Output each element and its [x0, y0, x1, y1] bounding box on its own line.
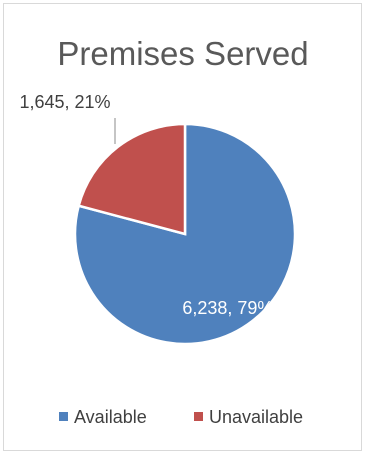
pie-slice-unavailable — [77, 122, 187, 236]
legend-swatch-available — [59, 412, 68, 421]
legend-swatch-unavailable — [194, 412, 203, 421]
legend-label-available: Available — [74, 407, 147, 427]
chart-title: Premises Served — [57, 35, 308, 72]
data-label-available: 6,238, 79% — [182, 298, 273, 318]
data-label-unavailable: 1,645, 21% — [19, 92, 110, 112]
legend: Available Unavailable — [59, 407, 303, 427]
legend-label-unavailable: Unavailable — [209, 407, 303, 427]
pie-slices — [73, 122, 297, 346]
